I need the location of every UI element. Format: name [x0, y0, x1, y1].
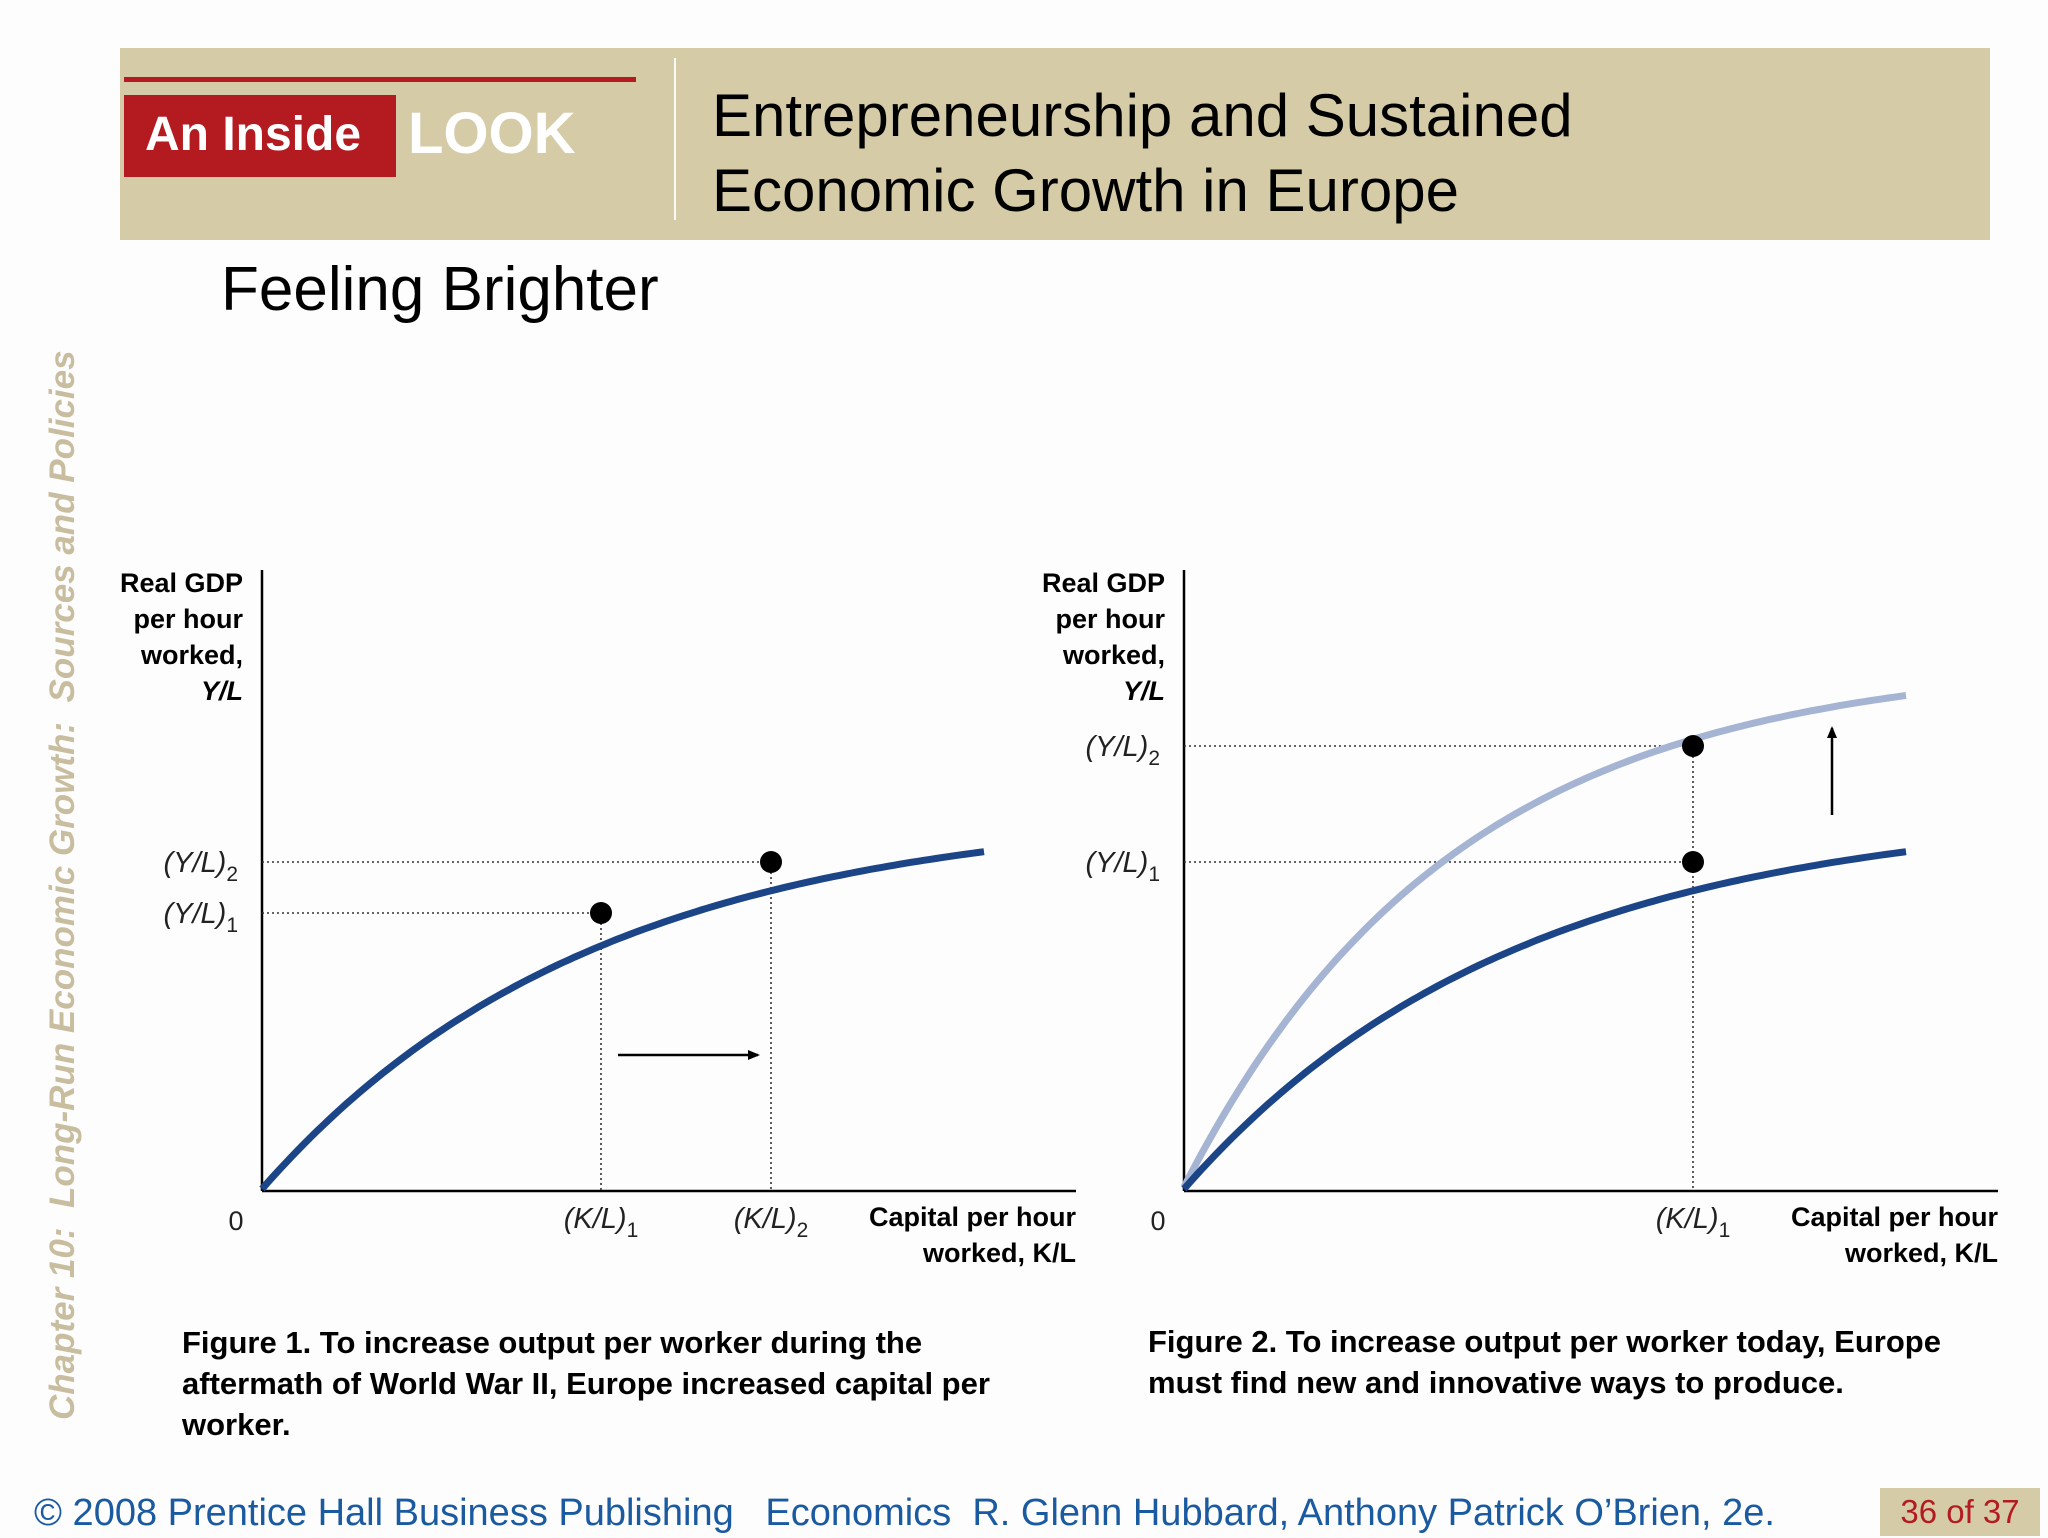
inside-look-badge	[124, 95, 396, 177]
y-tick-label: (Y/L)1	[1085, 847, 1160, 886]
y-axis-label-line: Real GDP	[1042, 568, 1165, 598]
equilibrium-point	[1682, 735, 1704, 757]
equilibrium-point	[590, 902, 612, 924]
x-tick-label: (K/L)1	[564, 1203, 639, 1242]
y-tick-label: (Y/L)1	[163, 898, 238, 937]
y-axis-label-line: Y/L	[201, 676, 243, 706]
y-axis-label-line: worked,	[140, 640, 243, 670]
badge-inside-text: An Inside	[145, 108, 362, 161]
equilibrium-point	[1682, 851, 1704, 873]
y-axis-label-line: Real GDP	[120, 568, 243, 598]
production-function-curve	[1181, 848, 1907, 1192]
x-axis-label-line: Capital per hour	[869, 1202, 1077, 1232]
y-tick-label: (Y/L)2	[1085, 731, 1160, 770]
y-axis-label-line: per hour	[133, 604, 243, 634]
y-axis-label-line: per hour	[1055, 604, 1165, 634]
x-axis-label-line: Capital per hour	[1791, 1202, 1999, 1232]
figure-1-chart: Real GDP per hour worked, Y/L Capital per ho…	[120, 568, 1077, 1268]
banner-red-rule	[124, 77, 636, 82]
y-tick-label: (Y/L)2	[163, 847, 238, 886]
figures-canvas: Real GDP per hour worked, Y/L Capital per ho…	[120, 568, 1999, 1268]
banner-title-line2: Economic Growth in Europe	[712, 157, 1460, 224]
origin-label: 0	[1150, 1206, 1165, 1236]
y-axis-label-line: Y/L	[1123, 676, 1165, 706]
x-axis-label-line: worked, K/L	[1844, 1238, 1998, 1268]
banner-divider	[674, 58, 676, 220]
equilibrium-point	[760, 851, 782, 873]
y-axis-label-line: worked,	[1062, 640, 1165, 670]
figure-2-chart: Real GDP per hour worked, Y/L Capital per ho…	[1042, 568, 1999, 1268]
page-number-box	[1880, 1488, 2040, 1536]
x-tick-label: (K/L)2	[734, 1203, 809, 1242]
badge-look-text: LOOK	[408, 101, 576, 166]
banner-title: Entrepreneurship and Sustained Economic …	[712, 78, 1573, 228]
page-number: 36 of 37	[1900, 1493, 2020, 1530]
page-subtitle: Feeling Brighter	[221, 255, 659, 324]
figure-1-caption: Figure 1. To increase output per worker …	[182, 1325, 990, 1442]
x-tick-label: (K/L)1	[1656, 1203, 1731, 1242]
production-function-curve	[1180, 692, 1907, 1189]
origin-label: 0	[228, 1206, 243, 1236]
production-function-curve	[259, 848, 985, 1192]
figure-2-caption: Figure 2. To increase output per worker …	[1148, 1324, 1941, 1400]
footer-copyright: © 2008 Prentice Hall Business Publishing…	[34, 1492, 1775, 1534]
x-axis-label-line: worked, K/L	[922, 1238, 1076, 1268]
banner-title-line1: Entrepreneurship and Sustained	[712, 82, 1573, 149]
